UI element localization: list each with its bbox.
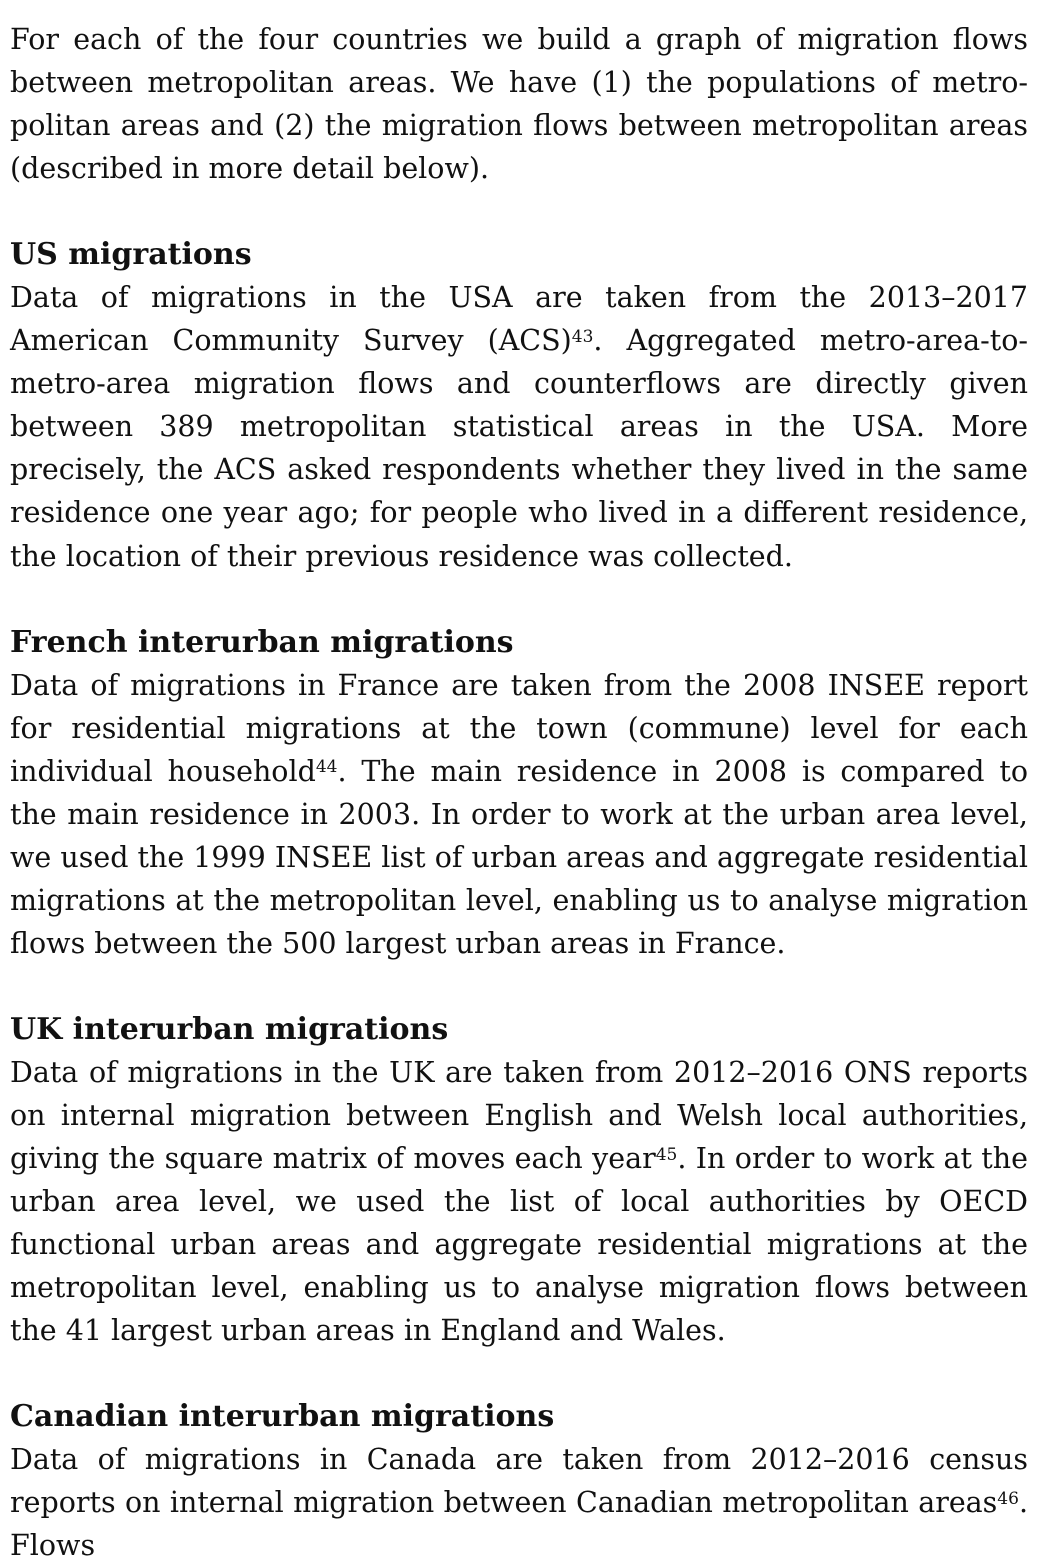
paragraph-text: Data of migrations in France are taken f… [10,668,1028,788]
section-paragraph-uk: Data of migrations in the UK are taken f… [10,1051,1028,1352]
intro-paragraph: For each of the four countries we build … [10,23,1028,186]
section-heading-uk: UK interurban migrations [10,1011,449,1047]
paragraph-text: . The main residence in 2008 is compared… [10,754,1028,960]
section-gap [10,190,1028,233]
section-paragraph-france: Data of migrations in France are taken f… [10,664,1028,965]
paragraph-text: Data of migrations in Canada are taken f… [10,1443,1028,1520]
section-heading-france: French interurban migrations [10,624,514,660]
section-paragraph-us: Data of migrations in the USA are taken … [10,276,1028,577]
section-gap [10,1352,1028,1395]
section-heading-us: US migrations [10,237,252,273]
paragraph-text: . In order to work at the urban area lev… [10,1142,1028,1348]
citation-ref-45[interactable]: 45 [655,1144,678,1165]
article-body: For each of the four countries we build … [10,18,1028,1568]
section-gap [10,965,1028,1008]
citation-ref-44[interactable]: 44 [315,757,338,778]
section-gap [10,578,1028,621]
paragraph-text: Data of migrations in the USA are taken … [10,281,1028,358]
paragraph-text: . Aggregated metro-area-to-metro-area mi… [10,324,1028,573]
section-heading-canada: Canadian interurban migrations [10,1399,555,1435]
paragraph-text: Data of migrations in the UK are taken f… [10,1055,1028,1176]
citation-ref-46[interactable]: 46 [997,1488,1019,1509]
section-paragraph-canada: Data of migrations in Canada are taken f… [10,1438,1028,1567]
citation-ref-43[interactable]: 43 [571,326,594,347]
